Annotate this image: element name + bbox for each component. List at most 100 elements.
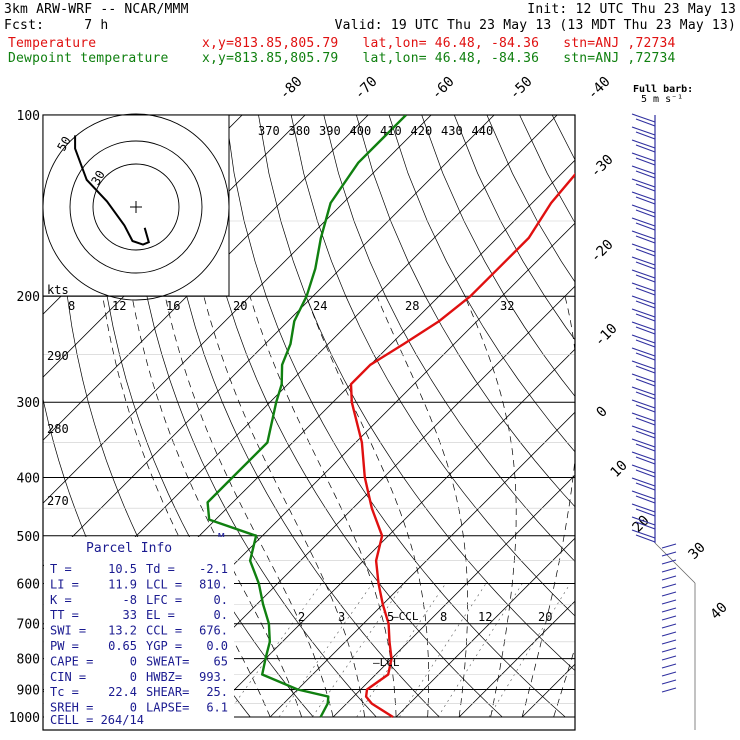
parcel-row-label: EL =: [146, 608, 175, 622]
theta-label: 400: [350, 124, 372, 138]
wind-barb: [631, 503, 656, 517]
parcel-row-value: 13.2: [108, 624, 137, 638]
parcel-row-value: 0: [130, 654, 137, 668]
dry-adiabat-line: [618, 115, 740, 717]
isotherm-label: -20: [588, 237, 617, 266]
model-title: 3km ARW-WRF -- NCAR/MMM: [4, 2, 189, 17]
hodograph-ring: [92, 163, 180, 251]
mixing-ratio-line: [488, 583, 571, 718]
wind-barb: [631, 230, 656, 244]
parcel-row-label: LCL =: [146, 577, 182, 591]
temperature-profile: [349, 172, 575, 719]
hodograph-ring-label: 30: [88, 168, 107, 188]
wind-barb: [661, 615, 677, 621]
wind-barb: [631, 412, 656, 426]
parcel-row-label: CIN =: [50, 670, 86, 684]
parcel-row-value: 6.1: [206, 701, 228, 715]
wind-barb: [631, 347, 656, 361]
isotherm-label: -30: [588, 152, 617, 181]
dry-adiabat-line: [290, 115, 575, 617]
parcel-row-label: LFC =: [146, 593, 182, 607]
wind-barb: [661, 663, 677, 669]
parcel-row-value: 0.0: [206, 639, 228, 653]
wind-barb: [661, 687, 677, 693]
theta-label: 420: [411, 124, 433, 138]
isotherm-label: 30: [686, 540, 709, 563]
parcel-row-value: 25.: [206, 685, 228, 699]
wind-barb: [631, 165, 656, 179]
pressure-label: 400: [17, 471, 40, 486]
wind-barb: [631, 217, 656, 231]
parcel-row-value: -2.1: [199, 562, 228, 576]
wind-barb: [631, 308, 656, 322]
wind-barb: [631, 425, 656, 439]
wind-barb: [661, 575, 677, 581]
dry-adiabat-line: [683, 115, 740, 717]
dewpoint-location: x,y=813.85,805.79 lat,lon= 46.48, -84.36…: [202, 51, 676, 66]
wind-barb: [631, 113, 656, 127]
forecast-hour: Fcst: 7 h: [4, 18, 109, 33]
mixing-ratio-label: 24: [313, 299, 327, 313]
isotherm-line: [206, 348, 575, 718]
parcel-row-value: 0: [130, 701, 137, 715]
parcel-row-label: K =: [50, 593, 72, 607]
wind-barb: [661, 639, 677, 645]
parcel-row-label: T =: [50, 562, 72, 576]
theta-label: 380: [289, 124, 311, 138]
dry-adiabat-line: [421, 115, 575, 397]
parcel-row-value: 33: [123, 608, 137, 622]
wind-barb: [631, 295, 656, 309]
wind-barb: [661, 631, 677, 637]
dry-adiabat-line: [486, 115, 575, 283]
wind-barb: [631, 360, 656, 374]
parcel-row-value: 676.: [199, 624, 228, 638]
wind-barb: [631, 204, 656, 218]
isotherm-line: [332, 474, 575, 718]
theta-label: 440: [472, 124, 494, 138]
pressure-label: 800: [17, 653, 40, 668]
parcel-row-value: 0.: [214, 593, 228, 607]
isotherm-line: [43, 115, 495, 567]
theta-label: 410: [380, 124, 402, 138]
dry-adiabat-line: [258, 115, 575, 672]
wind-barb: [631, 191, 656, 205]
pressure-label: 200: [17, 290, 40, 305]
isotherm-label: 10: [608, 458, 631, 481]
wind-barb: [631, 139, 656, 153]
wind-barb: [661, 543, 677, 549]
parcel-row-label: TT =: [50, 608, 79, 622]
wind-barb: [661, 647, 677, 653]
isotherm-line: [43, 115, 432, 504]
mixing-ratio-label: 16: [166, 299, 180, 313]
mixing-ratio-low-label: 12: [478, 610, 492, 624]
parcel-row-value: 65: [214, 654, 228, 668]
plot-frame: [42, 114, 576, 731]
moist-adiabat-line: [203, 296, 365, 718]
temperature-location: x,y=813.85,805.79 lat,lon= 46.48, -84.36…: [202, 36, 676, 51]
wind-barb: [631, 178, 656, 192]
parcel-row-label: LAPSE=: [146, 701, 189, 715]
pressure-label: 600: [17, 577, 40, 592]
moist-adiabat-line: [249, 296, 397, 718]
wind-barb: [631, 477, 656, 491]
parcel-row-label: CCL =: [146, 624, 182, 638]
pressure-label: 1000: [9, 711, 40, 726]
wind-barb: [661, 679, 677, 685]
isotherm-label: -40: [585, 74, 614, 103]
isotherm-label: -50: [507, 74, 536, 103]
mixing-ratio-line: [224, 583, 322, 718]
wind-barb: [661, 591, 677, 597]
wind-barb: [631, 386, 656, 400]
theta-e-label: 290: [47, 349, 69, 363]
wind-barb: [631, 126, 656, 140]
wind-barb: [631, 373, 656, 387]
dewpoint-profile: [206, 115, 407, 718]
isotherm-label: -60: [429, 74, 458, 103]
isotherm-line: [43, 115, 369, 441]
mixing-ratio-label: 28: [405, 299, 419, 313]
parcel-row-value: 11.9: [108, 577, 137, 591]
parcel-row-label: SREH =: [50, 701, 93, 715]
wind-barb: [661, 583, 677, 589]
hodograph-ring: [42, 113, 230, 301]
